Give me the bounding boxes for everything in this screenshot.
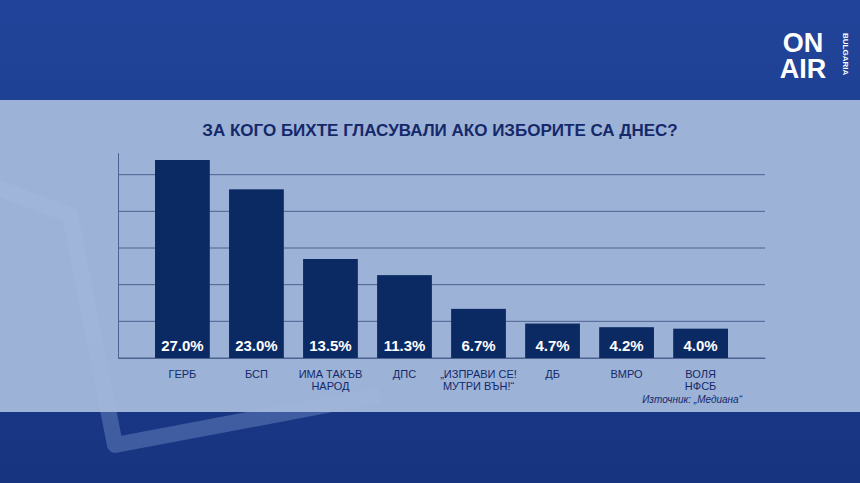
- grid-line: [118, 321, 765, 322]
- bar: [377, 275, 432, 358]
- data-label: 4.0%: [683, 337, 717, 354]
- x-tick: „ИЗПРАВИ СЕ!МУТРИ ВЪН!“: [440, 358, 517, 392]
- logo-air: AIR: [780, 54, 827, 84]
- x-tick-label: ИМА ТАКЪВНАРОД: [299, 368, 363, 392]
- x-tick-label-line: ВОЛЯ: [685, 368, 716, 380]
- x-tick-label: ГЕРБ: [168, 368, 196, 380]
- x-tick-label-line: МУТРИ ВЪН!“: [443, 380, 515, 392]
- x-axis-line: [119, 358, 766, 359]
- x-tick-label: ДБ: [545, 368, 560, 380]
- data-label: 6.7%: [461, 337, 495, 354]
- data-labels: 27.0% 23.0% 13.5% 11.3% 6.7% 4.7% 4.2% 4.0%: [161, 337, 718, 354]
- y-axis-line: [118, 153, 119, 358]
- data-label: 11.3%: [384, 337, 426, 354]
- x-tick: ДБ: [545, 358, 560, 380]
- x-tick-label-line: „ИЗПРАВИ СЕ!: [440, 368, 517, 380]
- x-tick: БСП: [245, 358, 268, 380]
- chart-container: ГЕРБ БСП ИМА ТАКЪВНАРОД ДПС „ИЗПРАВИ СЕ!МУТР…: [0, 0, 860, 483]
- x-tick: ВОЛЯНФСБ: [685, 358, 716, 392]
- x-tick: ИМА ТАКЪВНАРОД: [299, 358, 363, 392]
- grid-line: [118, 211, 765, 212]
- data-label: 23.0%: [235, 337, 278, 354]
- source: Източник: „Медиана“: [642, 394, 742, 405]
- data-label: 13.5%: [309, 337, 352, 354]
- x-tick-label-line: НАРОД: [311, 380, 350, 392]
- x-tick-label-line: ИМА ТАКЪВ: [299, 368, 363, 380]
- title: ЗА КОГО БИХТЕ ГЛАСУВАЛИ АКО ИЗБОРИТЕ СА …: [202, 121, 677, 140]
- x-tick: ВМРО: [610, 358, 643, 380]
- bar: [525, 324, 580, 358]
- x-tick-label: БСП: [245, 368, 268, 380]
- logo-bulgaria: BULGARIA: [841, 33, 850, 75]
- x-tick-label: „ИЗПРАВИ СЕ!МУТРИ ВЪН!“: [440, 368, 517, 392]
- bar: [229, 189, 284, 358]
- grid-line: [118, 358, 765, 359]
- data-label: 4.7%: [535, 337, 569, 354]
- x-tick-label: ВМРО: [610, 368, 643, 380]
- x-tick: ГЕРБ: [168, 358, 196, 380]
- y-axis: [118, 153, 120, 358]
- x-tick-label: ВОЛЯНФСБ: [685, 368, 716, 392]
- panel: [0, 100, 860, 412]
- x-tick-label: ДПС: [393, 368, 416, 380]
- bar: [599, 327, 654, 358]
- x-axis: ГЕРБ БСП ИМА ТАКЪВНАРОД ДПС „ИЗПРАВИ СЕ!МУТР…: [119, 358, 766, 392]
- x-tick-label-line: НФСБ: [685, 380, 716, 392]
- data-label: 4.2%: [609, 337, 643, 354]
- chart-svg: ГЕРБ БСП ИМА ТАКЪВНАРОД ДПС „ИЗПРАВИ СЕ!МУТР…: [0, 0, 860, 483]
- grid-line: [118, 284, 765, 285]
- data-label: 27.0%: [161, 337, 204, 354]
- grid-line: [118, 248, 765, 249]
- grid-line: [118, 174, 765, 175]
- bar: [303, 259, 358, 358]
- bar: [451, 309, 506, 358]
- x-tick: ДПС: [393, 358, 416, 380]
- bar: [155, 160, 210, 358]
- grid: [118, 175, 765, 358]
- bars: [155, 160, 728, 358]
- background: [0, 0, 860, 483]
- bar: [673, 329, 728, 358]
